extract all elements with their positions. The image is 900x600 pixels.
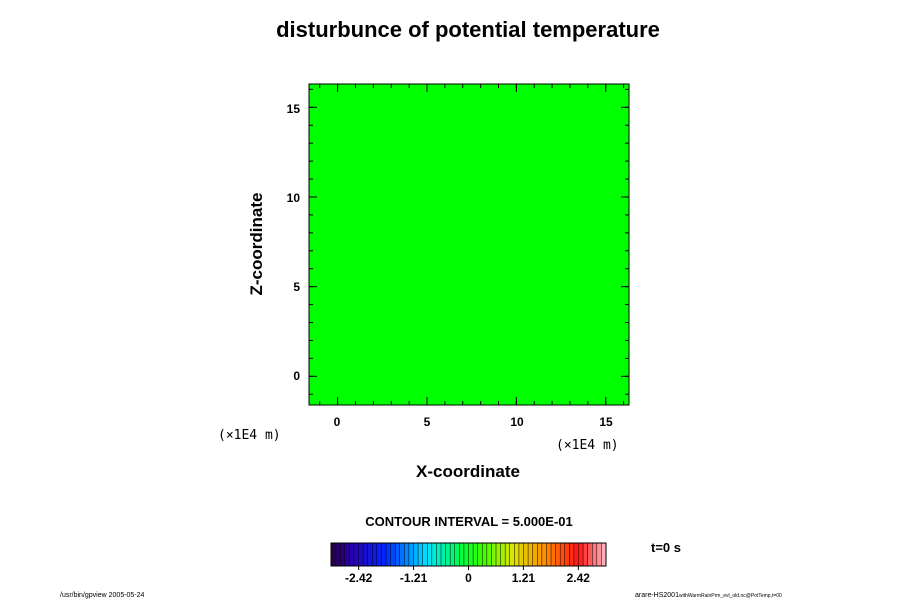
y-tick-label: 15: [287, 102, 301, 116]
y-tick-label: 0: [293, 369, 300, 383]
colorbar-cell: [583, 543, 588, 566]
plot-area: [308, 83, 630, 406]
x-axis-label: X-coordinate: [416, 462, 520, 481]
colorbar-cell: [500, 543, 506, 566]
colorbar-cell: [596, 543, 602, 566]
colorbar-cell: [514, 543, 520, 566]
footer-left: /usr/bin/gpview 2005-05-24: [60, 592, 145, 599]
colorbar-cell: [592, 543, 598, 566]
colorbar-cell: [496, 543, 501, 566]
colorbar-cell: [441, 543, 446, 566]
colorbar-cell: [486, 543, 492, 566]
major-ticks: [309, 84, 629, 405]
colorbar-cell: [459, 543, 465, 566]
colorbar-cell: [468, 543, 474, 566]
colorbar-cell: [445, 543, 451, 566]
footer-right-main: arare-HS2001: [635, 592, 679, 599]
colorbar-cell: [422, 543, 428, 566]
chart-title: disturbunce of potential temperature: [276, 17, 660, 42]
colorbar-cell: [601, 543, 607, 566]
y-unit-label: (×1E4 m): [218, 428, 281, 443]
field-fill: [309, 84, 629, 405]
footer-right: arare-HS2001withWarmRainPrm_evl_old.nc@P…: [635, 592, 782, 599]
colorbar-cell: [353, 543, 359, 566]
colorbar-tick-label: 2.42: [567, 571, 591, 585]
y-tick-label: 10: [287, 191, 301, 205]
colorbar-cells: [330, 543, 607, 566]
colorbar-tick-label: -2.42: [345, 571, 373, 585]
colorbar-cell: [427, 543, 433, 566]
colorbar-ticks: -2.42 -1.21 0 1.21 2.42: [345, 566, 590, 585]
colorbar-cell: [418, 543, 423, 566]
colorbar-cell: [381, 543, 387, 566]
colorbar-cell: [413, 543, 419, 566]
x-tick-label: 15: [599, 415, 613, 429]
x-tick-label: 5: [424, 415, 431, 429]
colorbar-cell: [560, 543, 566, 566]
x-tick-label: 0: [334, 415, 341, 429]
colorbar-cell: [532, 543, 538, 566]
colorbar-cell: [551, 543, 556, 566]
x-tick-label: 10: [510, 415, 524, 429]
colorbar-cell: [344, 543, 350, 566]
colorbar: -2.42 -1.21 0 1.21 2.42: [330, 542, 607, 585]
colorbar-cell: [358, 543, 364, 566]
colorbar-cell: [331, 543, 336, 566]
y-tick-label: 5: [293, 280, 300, 294]
colorbar-cell: [578, 543, 584, 566]
colorbar-cell: [473, 543, 478, 566]
x-tick-labels: 0 5 10 15: [334, 415, 613, 429]
colorbar-cell: [431, 543, 437, 566]
colorbar-cell: [587, 543, 593, 566]
colorbar-cell: [482, 543, 488, 566]
colorbar-cell: [340, 543, 346, 566]
colorbar-cell: [454, 543, 460, 566]
colorbar-cell: [349, 543, 355, 566]
colorbar-cell: [363, 543, 368, 566]
colorbar-cell: [537, 543, 543, 566]
colorbar-cell: [523, 543, 529, 566]
plot-frame: [308, 83, 630, 406]
footer-right-sub: withWarmRainPrm_evl_old.nc@PotTemp,t=00: [679, 593, 782, 599]
colorbar-cell: [505, 543, 511, 566]
colorbar-cell: [518, 543, 524, 566]
colorbar-cell: [509, 543, 515, 566]
colorbar-cell: [376, 543, 382, 566]
colorbar-tick-label: -1.21: [400, 571, 428, 585]
colorbar-cell: [335, 543, 341, 566]
colorbar-cell: [491, 543, 497, 566]
colorbar-cell: [463, 543, 469, 566]
colorbar-cell: [546, 543, 552, 566]
colorbar-cell: [404, 543, 410, 566]
colorbar-cell: [564, 543, 570, 566]
colorbar-cell: [541, 543, 547, 566]
colorbar-cell: [436, 543, 442, 566]
colorbar-cell: [386, 543, 391, 566]
colorbar-cell: [367, 543, 373, 566]
colorbar-cell: [399, 543, 405, 566]
x-unit-label: (×1E4 m): [556, 438, 619, 453]
colorbar-cell: [390, 543, 396, 566]
colorbar-tick-label: 0: [465, 571, 472, 585]
time-label: t=0 s: [651, 540, 681, 555]
colorbar-cell: [372, 543, 378, 566]
colorbar-cell: [477, 543, 483, 566]
y-tick-labels: 0 5 10 15: [287, 102, 301, 383]
colorbar-cell: [528, 543, 533, 566]
colorbar-cell: [555, 543, 561, 566]
contour-interval-text: CONTOUR INTERVAL = 5.000E-01: [365, 514, 572, 529]
colorbar-tick-label: 1.21: [512, 571, 536, 585]
colorbar-cell: [395, 543, 401, 566]
colorbar-cell: [573, 543, 579, 566]
colorbar-cell: [569, 543, 575, 566]
colorbar-cell: [450, 543, 456, 566]
colorbar-cell: [408, 543, 414, 566]
y-axis-label: Z-coordinate: [247, 193, 266, 296]
